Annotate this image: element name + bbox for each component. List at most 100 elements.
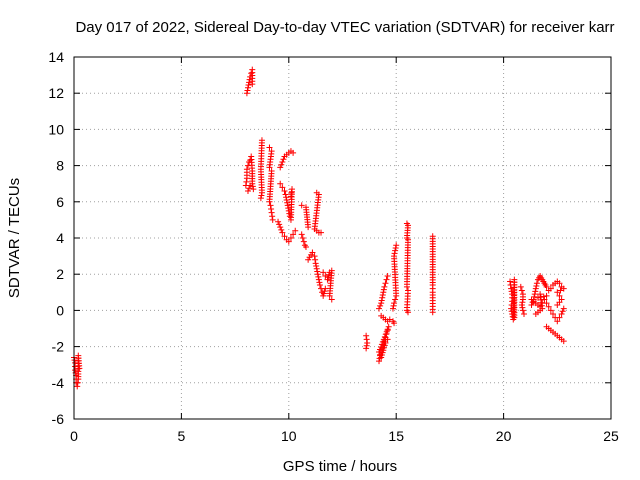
data-point [377,302,384,309]
data-point [363,345,370,352]
data-point [279,229,286,236]
data-point [405,309,412,316]
data-point [258,189,265,196]
data-point [269,216,276,223]
data-point [531,293,538,300]
data-point [545,303,552,310]
data-point [379,294,386,301]
data-point [543,283,550,290]
data-point [289,186,296,193]
data-point [316,282,323,289]
data-point [519,307,526,314]
data-point [378,297,385,304]
data-point [519,296,526,303]
data-point [76,365,83,372]
y-axis-label: SDTVAR / TECUs [6,178,23,298]
data-point [391,300,398,307]
data-point [560,338,567,345]
data-point [378,341,385,348]
data-point [287,235,294,241]
data-point [554,289,561,296]
data-point [258,192,265,199]
data-point [382,331,389,338]
data-point [268,206,275,213]
data-point [290,149,297,156]
data-point [376,346,383,353]
data-point [292,227,299,234]
data-point [243,178,250,185]
data-point [257,195,264,202]
data-point [309,249,316,256]
data-point [543,292,550,299]
data-point [300,238,307,245]
data-point [363,342,370,349]
data-point [312,260,319,267]
data-point [543,300,550,307]
data-point [311,253,318,260]
data-point [381,283,388,290]
data-point [381,333,388,340]
data-point [558,311,565,318]
data-point [517,283,524,290]
data-point [511,314,518,321]
data-point [299,235,306,241]
data-point [298,231,305,238]
data-point [554,301,561,308]
data-point [556,280,563,287]
axis-ticks: 0 5 10 15 20 25 -6 -4 -2 0 2 4 6 8 10 12 14 [48,49,619,444]
data-point [284,199,291,206]
plot-frame [73,56,612,420]
x-tick-label: 15 [388,428,404,444]
data-point [266,144,273,151]
data-point [326,292,333,299]
data-point [378,300,385,307]
data-point [283,196,290,203]
data-point [363,336,370,343]
data-point [312,256,319,263]
data-point [392,296,399,303]
data-point [533,280,540,287]
data-point [382,339,389,346]
y-tick-label: 6 [56,194,64,210]
data-point [559,308,566,315]
data-point [384,273,391,280]
data-point [313,265,320,272]
grid-lines [74,57,611,419]
data-point [246,79,253,86]
data-point [376,358,383,365]
data-point [244,84,251,91]
y-tick-label: 8 [56,158,64,174]
data-point [379,338,386,345]
data-point [247,182,254,189]
data-point [249,183,256,190]
data-point [286,213,293,220]
data-point [315,276,322,283]
y-tick-label: 0 [56,302,64,318]
data-point [290,231,297,238]
data-point [550,311,557,318]
y-tick-label: 10 [48,121,64,137]
data-point [532,288,539,295]
data-point [532,285,539,292]
data-point [391,250,398,257]
data-point [556,314,563,321]
x-tick-label: 25 [603,428,619,444]
data-point [298,202,305,209]
data-point [71,357,78,364]
data-point [244,187,251,194]
data-point [529,299,536,306]
data-point [244,87,251,94]
data-point [302,244,309,251]
chart-title: Day 017 of 2022, Sidereal Day-to-day VTE… [75,19,614,36]
data-point [279,158,286,165]
data-point [278,161,285,168]
data-point [376,349,383,356]
data-point [246,185,253,192]
y-tick-label: 4 [56,230,64,246]
data-point [316,279,323,286]
data-point [391,253,398,260]
data-point [382,280,389,287]
data-point [554,318,561,325]
x-axis-label: GPS time / hours [283,458,397,475]
data-point [267,202,274,209]
